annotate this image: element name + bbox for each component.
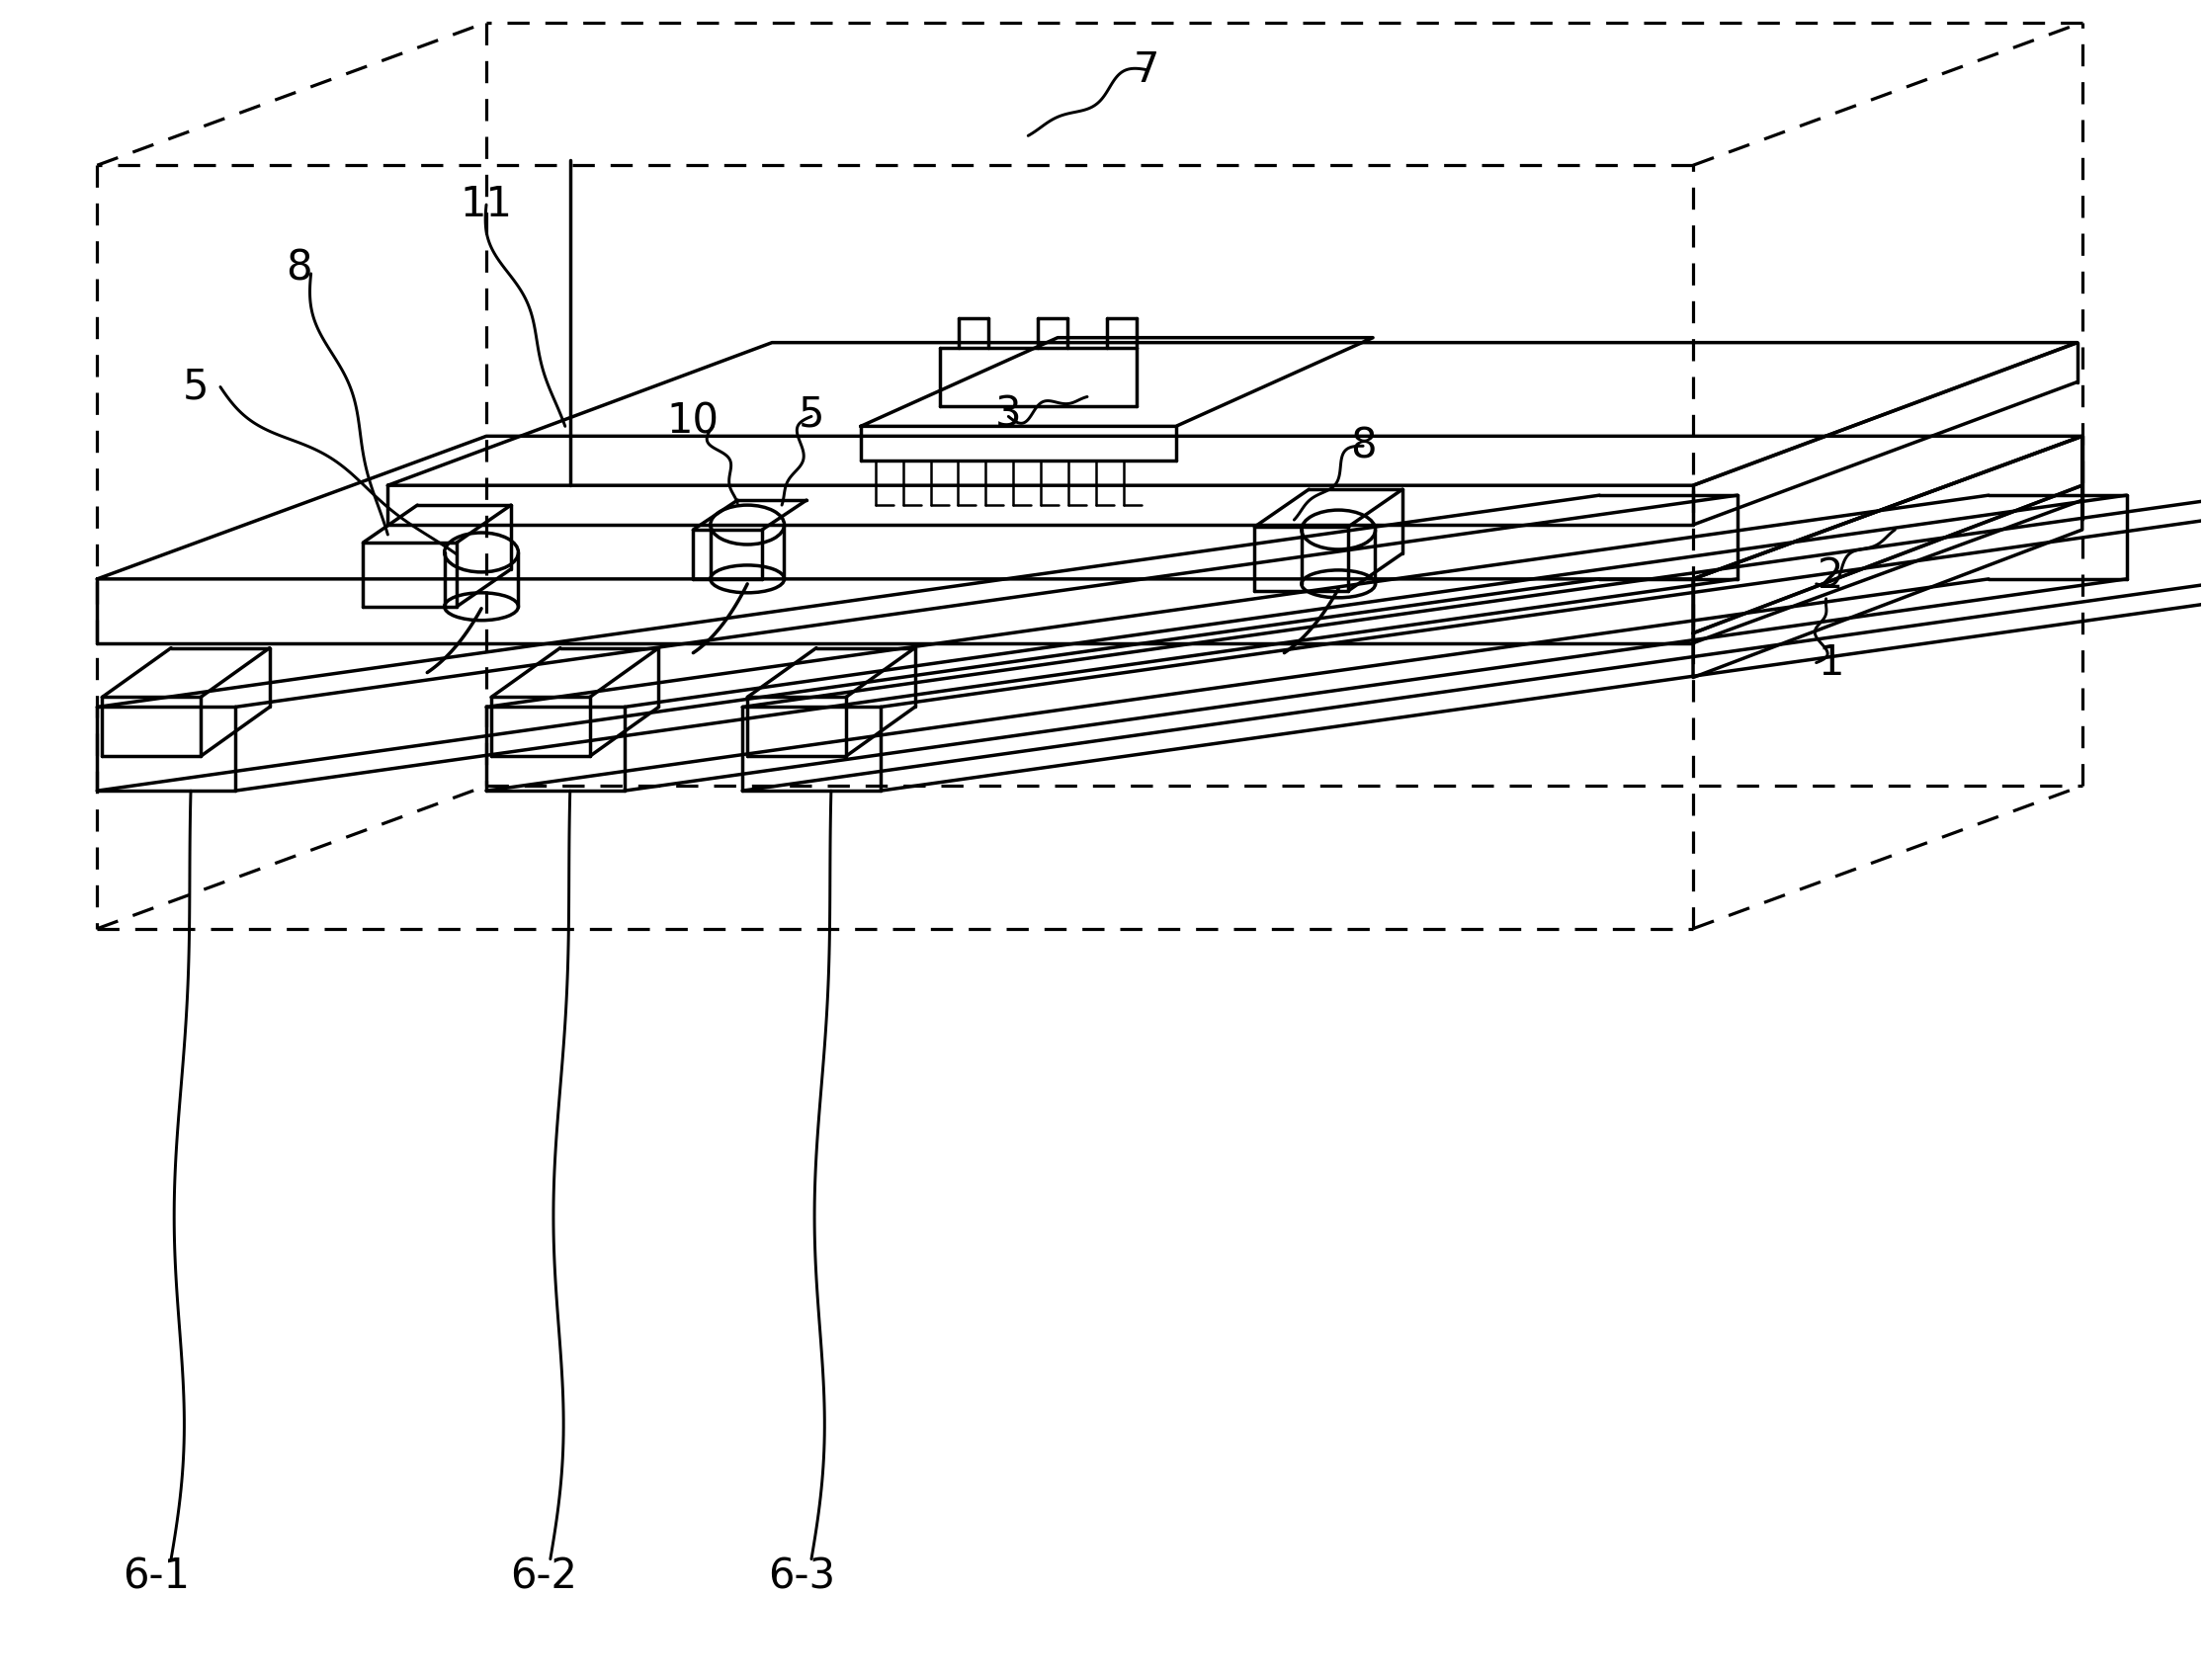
Text: 11: 11 xyxy=(461,183,512,225)
Text: 10: 10 xyxy=(666,400,719,442)
Text: 6-2: 6-2 xyxy=(509,1556,578,1598)
Text: 3: 3 xyxy=(994,393,1021,435)
Text: 8: 8 xyxy=(287,249,313,289)
Text: 8: 8 xyxy=(1349,425,1376,467)
Text: 6-3: 6-3 xyxy=(767,1556,836,1598)
Text: 1: 1 xyxy=(1817,642,1843,684)
Text: 2: 2 xyxy=(1817,556,1843,596)
Text: 5: 5 xyxy=(798,393,825,435)
Text: 5: 5 xyxy=(183,366,209,408)
Text: 7: 7 xyxy=(1133,49,1160,91)
Text: 6-1: 6-1 xyxy=(123,1556,190,1598)
